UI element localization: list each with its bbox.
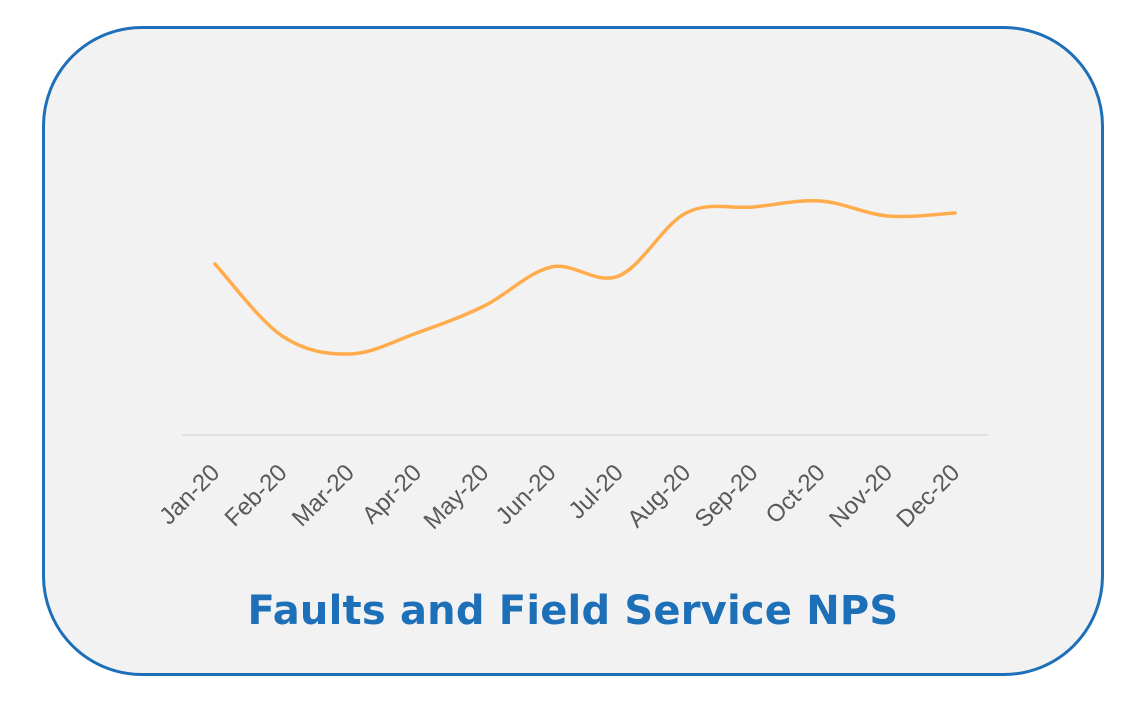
- x-tick-label-nov-20: Nov-20: [824, 459, 898, 533]
- x-tick-label-aug-20: Aug-20: [622, 459, 696, 533]
- data-point-jul-20: [617, 274, 621, 278]
- x-tick-label-sep-20: Sep-20: [690, 459, 764, 533]
- data-point-aug-20: [684, 211, 688, 215]
- series-line: [213, 198, 957, 356]
- x-tick-label-may-20: May-20: [419, 459, 495, 535]
- x-tick-label-dec-20: Dec-20: [891, 459, 965, 533]
- x-tick-label-feb-20: Feb-20: [220, 459, 293, 532]
- data-point-apr-20: [415, 331, 419, 335]
- data-point-jun-20: [549, 265, 553, 269]
- data-point-nov-20: [886, 214, 890, 218]
- data-point-oct-20: [818, 199, 822, 203]
- x-tick-label-mar-20: Mar-20: [287, 459, 360, 532]
- x-tick-label-jan-20: Jan-20: [154, 459, 225, 530]
- data-points: [213, 199, 957, 356]
- data-point-mar-20: [348, 352, 352, 356]
- data-point-feb-20: [280, 334, 284, 338]
- x-tick-label-jul-20: Jul-20: [564, 459, 629, 524]
- data-point-may-20: [482, 304, 486, 308]
- data-point-dec-20: [953, 211, 957, 215]
- chart-title: Faults and Field Service NPS: [247, 588, 899, 634]
- x-tick-label-jun-20: Jun-20: [491, 459, 562, 530]
- data-point-jan-20: [213, 262, 217, 266]
- x-tick-label-oct-20: Oct-20: [761, 459, 831, 529]
- data-point-sep-20: [751, 205, 755, 209]
- chart-card: [42, 26, 1104, 676]
- x-tick-label-apr-20: Apr-20: [357, 459, 427, 529]
